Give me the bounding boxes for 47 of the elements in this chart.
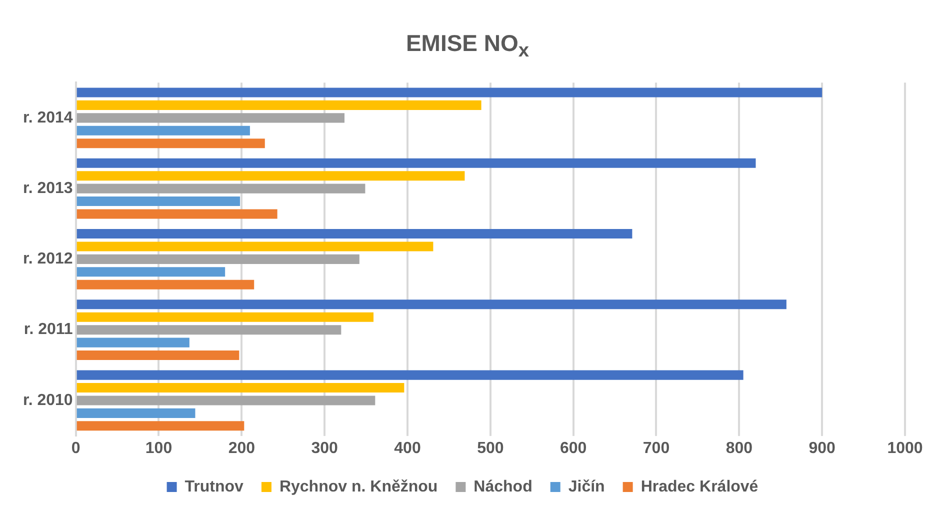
bar xyxy=(76,229,632,239)
bar xyxy=(76,370,744,380)
bar xyxy=(76,196,240,206)
bar xyxy=(76,100,482,110)
bar xyxy=(76,126,250,136)
bar xyxy=(76,300,786,310)
legend-label: Jičín xyxy=(568,478,605,496)
bar xyxy=(76,184,366,194)
bar xyxy=(76,88,822,98)
bar xyxy=(76,280,254,290)
bar xyxy=(76,113,344,123)
bar xyxy=(76,421,244,431)
bar xyxy=(76,242,434,252)
x-tick-label: 100 xyxy=(145,440,172,457)
bar xyxy=(76,267,226,277)
x-tick-label: 1000 xyxy=(887,440,923,457)
bar xyxy=(76,396,376,406)
bar xyxy=(76,254,360,264)
bar xyxy=(76,158,756,168)
bar xyxy=(76,382,404,393)
legend-label: Trutnov xyxy=(184,478,244,496)
bar xyxy=(76,350,240,360)
x-tick-label: 700 xyxy=(642,440,670,457)
y-tick-label: r. 2012 xyxy=(23,250,73,268)
y-tick-label: r. 2014 xyxy=(23,109,73,126)
y-tick-label: r. 2011 xyxy=(24,321,73,338)
x-tick-label: 600 xyxy=(560,440,587,457)
bar xyxy=(76,312,374,322)
bar xyxy=(76,338,190,348)
bar xyxy=(76,408,196,418)
x-tick-label: 400 xyxy=(394,440,421,457)
bar xyxy=(76,171,465,181)
y-tick-label: r. 2010 xyxy=(23,392,73,409)
legend-label: Hradec Králové xyxy=(640,478,758,496)
bar xyxy=(76,325,342,335)
x-tick-label: 0 xyxy=(71,440,80,457)
bar xyxy=(76,138,265,148)
y-tick-label: r. 2013 xyxy=(23,180,73,197)
x-tick-label: 500 xyxy=(477,440,504,457)
x-tick-label: 800 xyxy=(726,440,753,457)
bar xyxy=(76,209,278,219)
legend-label: Náchod xyxy=(474,478,532,496)
legend-label: Rychnov n. Kněžnou xyxy=(279,478,438,496)
x-tick-label: 300 xyxy=(311,440,338,457)
x-tick-label: 200 xyxy=(228,440,256,457)
chart-title: EMISE NO$_{x}$ xyxy=(404,30,530,63)
x-tick-label: 900 xyxy=(808,440,836,457)
